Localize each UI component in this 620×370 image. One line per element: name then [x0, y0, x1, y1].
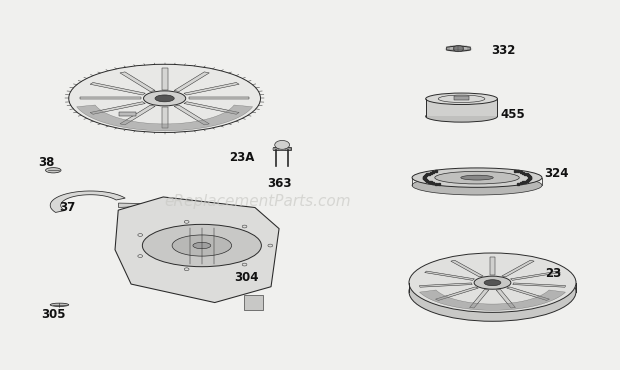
Polygon shape: [115, 197, 279, 303]
Polygon shape: [174, 72, 210, 91]
Text: 363: 363: [267, 176, 291, 190]
Bar: [273, 147, 291, 150]
Polygon shape: [496, 290, 515, 308]
Polygon shape: [120, 105, 155, 125]
Polygon shape: [451, 260, 483, 277]
Ellipse shape: [484, 280, 501, 286]
Polygon shape: [490, 256, 495, 275]
Ellipse shape: [412, 168, 542, 187]
Ellipse shape: [193, 242, 211, 249]
Text: 304: 304: [234, 270, 259, 284]
Ellipse shape: [435, 171, 519, 184]
Circle shape: [275, 141, 290, 149]
Polygon shape: [419, 283, 472, 287]
Ellipse shape: [461, 175, 494, 180]
Polygon shape: [425, 271, 474, 280]
Polygon shape: [420, 290, 565, 310]
Bar: [426, 99, 497, 117]
Polygon shape: [435, 287, 478, 300]
Ellipse shape: [50, 303, 69, 306]
Ellipse shape: [45, 168, 61, 173]
Polygon shape: [510, 271, 560, 280]
Polygon shape: [80, 97, 141, 100]
Text: 455: 455: [500, 108, 525, 121]
Polygon shape: [174, 105, 210, 125]
Polygon shape: [50, 191, 125, 212]
Ellipse shape: [426, 111, 497, 122]
Text: 23A: 23A: [229, 151, 255, 164]
Polygon shape: [446, 46, 470, 51]
Polygon shape: [90, 102, 145, 114]
Bar: [285, 148, 291, 150]
Text: 38: 38: [38, 157, 54, 169]
Ellipse shape: [69, 64, 260, 132]
Bar: [454, 96, 469, 100]
Polygon shape: [513, 283, 565, 287]
Polygon shape: [188, 97, 249, 100]
Text: eReplacementParts.com: eReplacementParts.com: [164, 194, 351, 209]
Bar: [273, 148, 279, 150]
Polygon shape: [90, 83, 145, 95]
Polygon shape: [184, 83, 239, 95]
Ellipse shape: [426, 93, 497, 105]
Polygon shape: [162, 68, 167, 90]
Circle shape: [453, 46, 464, 52]
Text: 332: 332: [491, 44, 516, 57]
Ellipse shape: [412, 176, 542, 195]
Polygon shape: [120, 72, 155, 91]
Ellipse shape: [143, 224, 262, 267]
Ellipse shape: [474, 276, 511, 289]
Polygon shape: [162, 107, 167, 128]
Polygon shape: [469, 290, 489, 308]
Polygon shape: [184, 102, 239, 114]
Text: 23: 23: [545, 267, 561, 280]
Ellipse shape: [409, 253, 576, 312]
Text: 324: 324: [544, 168, 569, 181]
Text: 305: 305: [41, 308, 65, 321]
Ellipse shape: [155, 95, 174, 102]
Text: 37: 37: [60, 201, 76, 214]
Ellipse shape: [144, 91, 186, 106]
Polygon shape: [507, 287, 549, 300]
Ellipse shape: [409, 262, 576, 321]
Polygon shape: [77, 105, 252, 131]
Bar: [119, 112, 136, 116]
Polygon shape: [118, 203, 143, 208]
Bar: [244, 295, 263, 310]
Polygon shape: [502, 260, 534, 277]
Ellipse shape: [172, 235, 232, 256]
